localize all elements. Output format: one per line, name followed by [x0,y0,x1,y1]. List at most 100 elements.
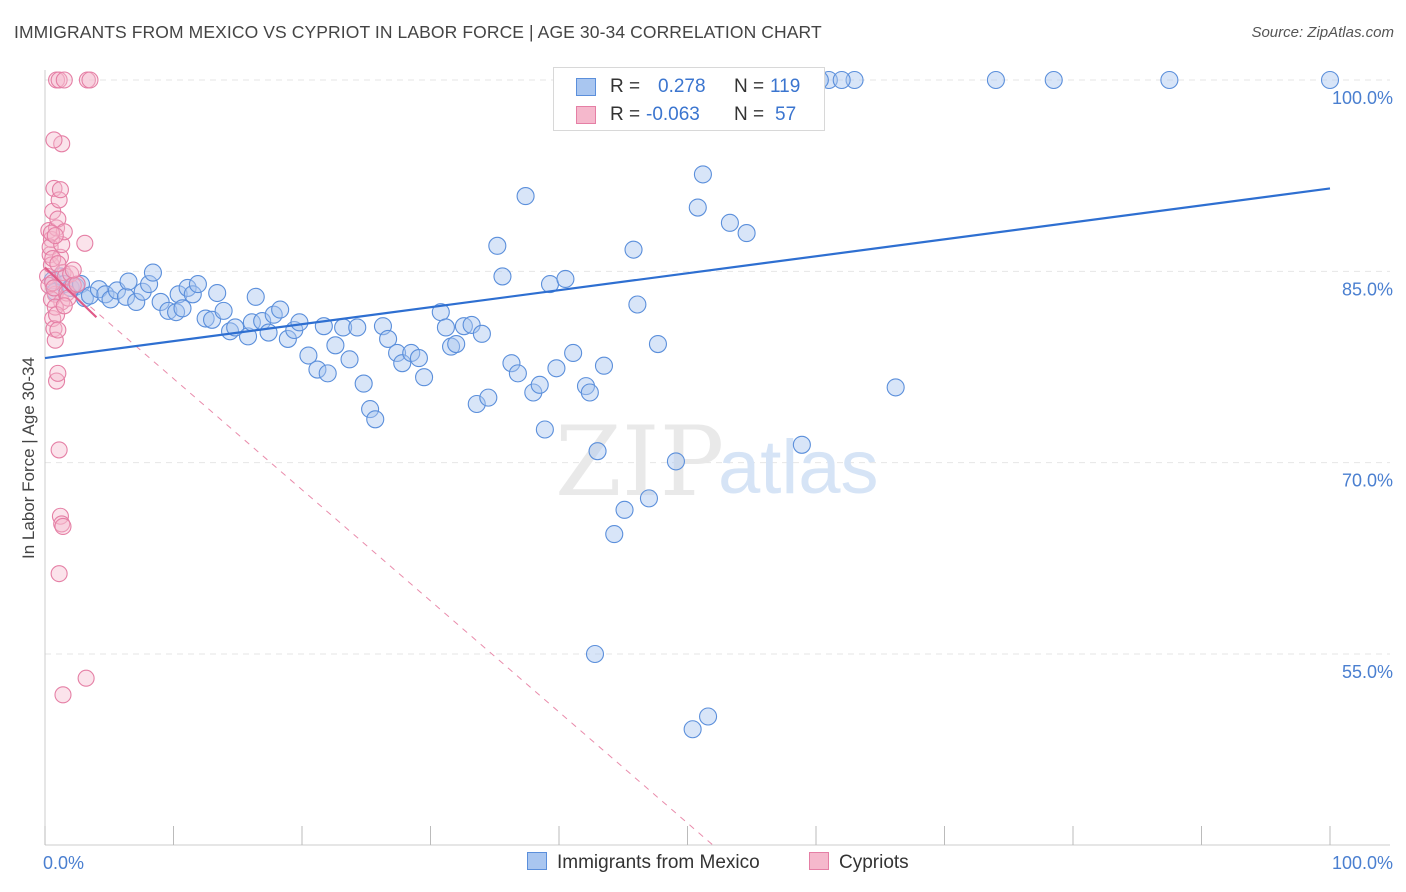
legend-n-value: 119 [770,76,801,97]
mexico-point [683,720,702,739]
mexico-point [493,267,512,286]
legend-r-label: R = [610,76,641,97]
cypriot-point [55,71,73,89]
cypriot-point [55,223,73,241]
legend-item-mexico[interactable]: Immigrants from Mexico [527,852,760,874]
legend-row-mexico: R = 0.278 N = 119 [554,73,824,101]
mexico-point [639,489,659,508]
mexico-point [479,388,498,407]
mexico-point [80,286,100,305]
legend-swatch-cypriots [809,852,829,870]
cypriot-point [77,669,95,687]
mexico-point [140,275,159,294]
mexico-point [340,350,359,369]
grid-lines [45,79,1390,655]
watermark-atlas: atlas [718,425,879,510]
mexico-point [556,269,575,289]
cypriot-point [53,135,71,153]
y-tick-label: 55.0% [1342,662,1393,682]
cypriot-point [68,275,86,293]
mexico-point [127,292,146,311]
watermark-zip: ZIP [555,406,724,518]
mexico-point [436,318,455,337]
mexico-point [318,364,337,383]
cypriot-point [50,565,68,583]
cypriot-point [49,321,67,339]
cypriots-trend-dashed [44,267,714,846]
mexico-point [628,295,647,314]
legend-swatch-cypriots [576,106,596,124]
tick-labels: 55.0% 70.0% 85.0% 100.0% 0.0% 100.0% [43,88,1393,873]
mexico-point [96,285,115,304]
mexico-point [737,224,756,243]
mexico-point [524,383,543,402]
cypriot-point [45,131,63,149]
mexico-point [502,354,521,373]
mexico-point [462,315,481,334]
cypriot-point [53,235,71,254]
mexico-point [133,282,152,301]
mexico-point [624,240,643,259]
mexico-point [547,359,566,378]
cypriot-point [49,255,67,273]
mexico-point [246,287,265,306]
mexico-point [119,272,138,291]
chart-title: IMMIGRANTS FROM MEXICO VS CYPRIOT IN LAB… [14,22,822,42]
legend-n-label: N = [734,104,765,125]
mexico-point [308,360,327,379]
mexico-point [447,334,466,354]
mexico-point [361,400,380,419]
mexico-point [648,334,667,354]
mexico-point [792,435,811,454]
cypriot-point [64,261,82,279]
mexico-point [615,500,634,519]
cypriot-point [81,71,99,89]
cypriot-point [51,181,69,199]
mexico-point [535,420,554,439]
mexico-point [580,383,599,402]
mexico-point [183,285,202,304]
mexico-point [666,452,685,471]
legend-n-label: N = [734,76,765,97]
y-tick-label: 70.0% [1342,471,1393,491]
cypriots-trend-extension [44,267,714,846]
mexico-point [393,354,412,373]
y-tick-label: 85.0% [1342,279,1393,299]
mexico-point [271,300,290,319]
mexico-point [354,374,373,393]
cypriot-point [55,297,73,315]
legend-n-value: 57 [775,104,797,125]
mexico-point [488,236,507,255]
y-axis-label: In Labor Force | Age 30-34 [19,357,38,559]
mexico-point [1160,70,1179,90]
legend-label-mexico: Immigrants from Mexico [557,852,760,873]
mexico-trend-line [44,187,1331,360]
mexico-point [348,318,367,337]
mexico-point [845,70,864,90]
mexico-point [159,301,178,320]
mexico-point [1044,70,1063,90]
x-tick-label: 0.0% [43,853,84,873]
mexico-point [699,707,718,726]
mexico-point [472,324,491,343]
trend-lines [44,187,1331,360]
cypriot-point [50,441,68,459]
legend-row-cypriots: R = -0.063 N = 57 [554,101,824,129]
legend-swatch-mexico [527,852,547,870]
mexico-point [442,337,461,356]
mexico-point [116,287,136,306]
mexico-point [564,343,583,363]
mexico-point [605,525,624,544]
cypriot-point [54,686,72,704]
mexico-point [832,70,851,90]
mexico-point [415,368,434,387]
mexico-point [388,343,407,363]
mexico-point [986,70,1005,90]
legend-swatch-mexico [576,78,596,96]
mexico-point [516,187,535,206]
cypriot-point [50,71,68,89]
mexico-points [43,70,1340,739]
mexico-point [693,165,712,184]
legend-item-cypriots[interactable]: Cypriots [809,852,909,874]
